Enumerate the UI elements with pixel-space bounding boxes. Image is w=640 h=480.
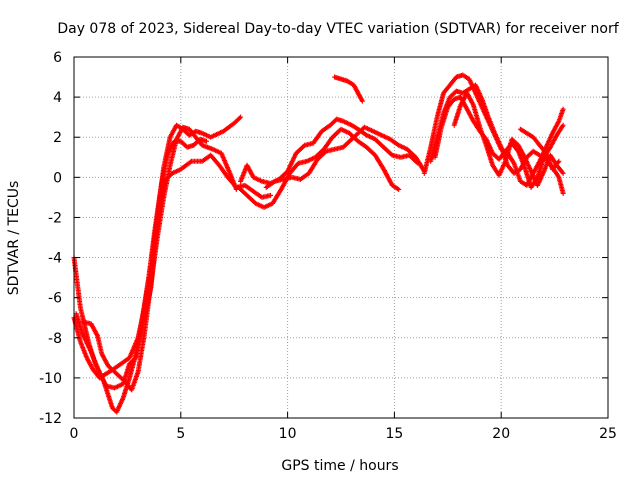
y-tick-label: -4 — [48, 251, 62, 267]
series-track-7 — [263, 124, 427, 190]
series-track-2 — [71, 114, 244, 381]
x-tick-label: 15 — [385, 426, 403, 442]
data-point — [238, 114, 244, 120]
y-tick-label: -10 — [39, 371, 62, 387]
data-point — [268, 192, 274, 198]
data-point — [203, 138, 209, 144]
y-axis-label: SDTVAR / TECUs — [6, 181, 22, 296]
y-tick-label: -6 — [48, 291, 62, 307]
data-point — [359, 98, 365, 104]
data-point — [556, 158, 562, 164]
data-point — [560, 106, 566, 112]
data-point — [396, 186, 402, 192]
series-track-8 — [332, 74, 365, 104]
series-track-4 — [73, 152, 274, 391]
x-axis-label: GPS time / hours — [281, 458, 398, 474]
x-tick-label: 5 — [176, 426, 185, 442]
series-track-6 — [238, 116, 421, 186]
y-tick-label: 2 — [53, 130, 62, 146]
series-track-12 — [451, 90, 566, 188]
y-tick-label: 0 — [53, 170, 62, 186]
grid — [74, 57, 608, 418]
y-tick-label: -8 — [48, 331, 62, 347]
series-layer — [71, 72, 566, 415]
chart-title: Day 078 of 2023, Sidereal Day-to-day VTE… — [57, 21, 619, 37]
x-tick-label: 20 — [492, 426, 510, 442]
data-point — [560, 190, 566, 196]
x-tick-label: 10 — [279, 426, 297, 442]
series-track-13 — [517, 126, 562, 172]
y-tick-label: 6 — [53, 50, 62, 66]
x-tick-label: 25 — [599, 426, 617, 442]
data-point — [560, 170, 566, 176]
axis-ticks: 0 5 10 15 20 25 -12 -10 -8 -6 -4 -2 0 2 4 6 — [39, 50, 617, 442]
y-tick-label: -12 — [39, 411, 62, 427]
x-tick-label: 0 — [70, 426, 79, 442]
y-tick-label: -2 — [48, 210, 62, 226]
y-tick-label: 4 — [53, 90, 62, 106]
plot-frame — [73, 56, 609, 419]
data-point — [560, 122, 566, 128]
